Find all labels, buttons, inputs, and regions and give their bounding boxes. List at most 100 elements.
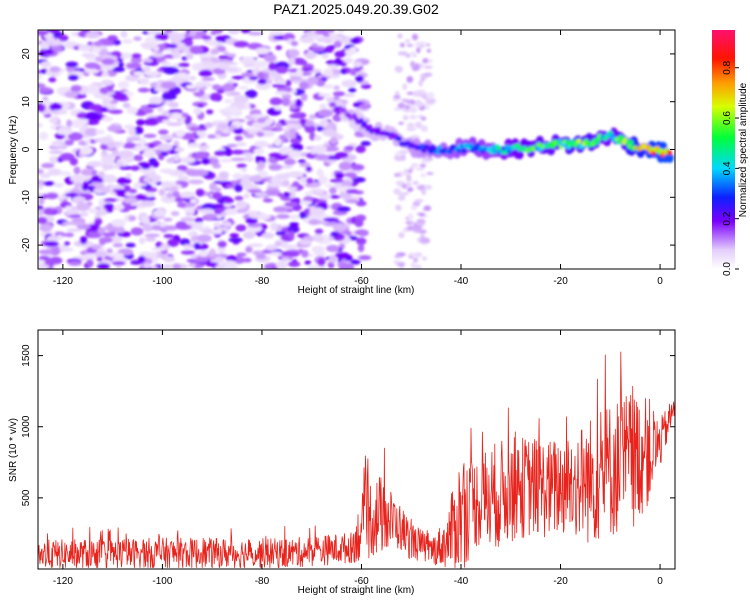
spectrogram-cell (126, 62, 142, 69)
spectrogram-cell (161, 264, 174, 269)
spectrogram-cell (269, 30, 285, 36)
spectrogram-cell (392, 98, 401, 102)
spectrogram-cell (352, 61, 363, 68)
spectrogram-cell (116, 177, 132, 185)
spectrogram-cell (329, 178, 344, 183)
spectrogram-cell (405, 220, 414, 225)
spectrogram-cell (235, 224, 247, 232)
spectrogram-cell (84, 139, 91, 144)
spectrogram-cell (196, 103, 205, 108)
spectrogram-cell (349, 37, 361, 44)
spectrogram-cell (111, 149, 119, 156)
spectrogram-cell (406, 177, 412, 182)
spectrogram-cell (106, 104, 117, 110)
spectrogram-cell (145, 71, 160, 77)
spectrogram-cell (111, 261, 126, 266)
spectrogram-cell (395, 255, 402, 259)
spectrogram-cell (321, 53, 329, 59)
spectrogram-cell (101, 58, 115, 66)
spectrogram-cell (174, 147, 185, 153)
spectrogram-cell (327, 64, 339, 69)
spectrogram-cell (245, 246, 253, 253)
spectrogram-cell (185, 212, 193, 217)
spectrogram-cell (281, 97, 291, 107)
spectrogram-cell (107, 35, 118, 42)
spectrogram-cell (42, 96, 49, 101)
spectrogram-cell (243, 193, 250, 199)
spectrogram-cell (274, 240, 283, 247)
spectrogram-cell (413, 252, 423, 258)
spectrogram-cell (461, 148, 467, 154)
spectrogram-cell (43, 49, 55, 55)
colorbar-tick-label: 0.6 (722, 111, 733, 125)
spectrogram-cell (217, 62, 230, 70)
spectrogram-cell (334, 106, 340, 112)
spectrogram-cell (96, 256, 103, 262)
spectrogram-cell (84, 253, 95, 259)
spectrogram-cell (426, 171, 434, 176)
spectrogram-cell (313, 251, 327, 257)
spectrogram-cell (51, 142, 63, 148)
spectrogram-cell (227, 30, 240, 35)
spectrogram-cell (411, 33, 419, 41)
spectrogram-cell (180, 217, 196, 222)
spectrogram-x-tick-label: -120 (53, 276, 73, 287)
spectrogram-cell (281, 244, 298, 250)
spectrogram-cell (221, 260, 237, 267)
spectrogram-cell (358, 255, 372, 261)
spectrogram-cell (399, 149, 409, 154)
spectrogram-cell (247, 222, 262, 228)
spectrogram-cell (309, 207, 325, 216)
spectrogram-cell (230, 157, 246, 162)
spectrogram-cell (400, 154, 406, 161)
spectrogram-cell (456, 148, 462, 154)
spectrogram-cell (188, 243, 196, 249)
spectrogram-cell (242, 130, 249, 136)
spectrogram-cell (107, 125, 123, 133)
spectrogram-cell (143, 149, 157, 158)
spectrogram-cell (188, 263, 197, 268)
spectrogram-cell (341, 180, 353, 188)
spectrogram-cell (125, 74, 140, 82)
spectrogram-cell (134, 145, 149, 151)
spectrogram-cell (334, 50, 346, 58)
spectrogram-cell (161, 119, 172, 124)
spectrogram-cell (160, 62, 172, 66)
spectrogram-cell (330, 231, 340, 238)
spectrogram-cell (193, 107, 202, 115)
spectrogram-cell (135, 194, 148, 201)
spectrogram-cell (208, 248, 216, 257)
snr-x-ticks: -120 -100 -80 -60 -40 -20 0 (53, 330, 663, 587)
spectrogram-cell (289, 104, 298, 110)
spectrogram-cell (67, 74, 79, 81)
spectrogram-cell (324, 46, 334, 54)
spectrogram-cell (154, 33, 170, 41)
spectrogram-cell (300, 93, 308, 102)
spectrogram-cell (351, 164, 365, 171)
spectrogram-cell (175, 129, 186, 138)
spectrogram-cell (64, 192, 79, 198)
spectrogram-cell (338, 161, 352, 171)
spectrogram-cell (348, 142, 357, 147)
spectrogram-cell (38, 103, 46, 112)
spectrogram-cell (206, 109, 214, 115)
colorbar-tick-label: 0.4 (722, 161, 733, 175)
spectrogram-cell (406, 122, 415, 129)
spectrogram-cell (215, 129, 223, 135)
spectrogram-cell (415, 167, 425, 171)
spectrogram-cell (409, 114, 417, 120)
spectrogram-cell (68, 260, 82, 266)
spectrogram-cell (247, 189, 262, 193)
spectrogram-cell (38, 122, 44, 128)
spectrogram-cell (314, 135, 322, 141)
spectrogram-cell (314, 36, 328, 41)
spectrogram-cell (101, 71, 109, 78)
spectrogram-cell (316, 125, 324, 132)
spectrogram-cell (358, 117, 364, 123)
spectrogram-cell (248, 31, 264, 36)
spectrogram-cell (233, 40, 249, 48)
spectrogram-cell (79, 211, 89, 217)
spectrogram-cell (140, 162, 151, 170)
spectrogram-cell (198, 69, 213, 77)
